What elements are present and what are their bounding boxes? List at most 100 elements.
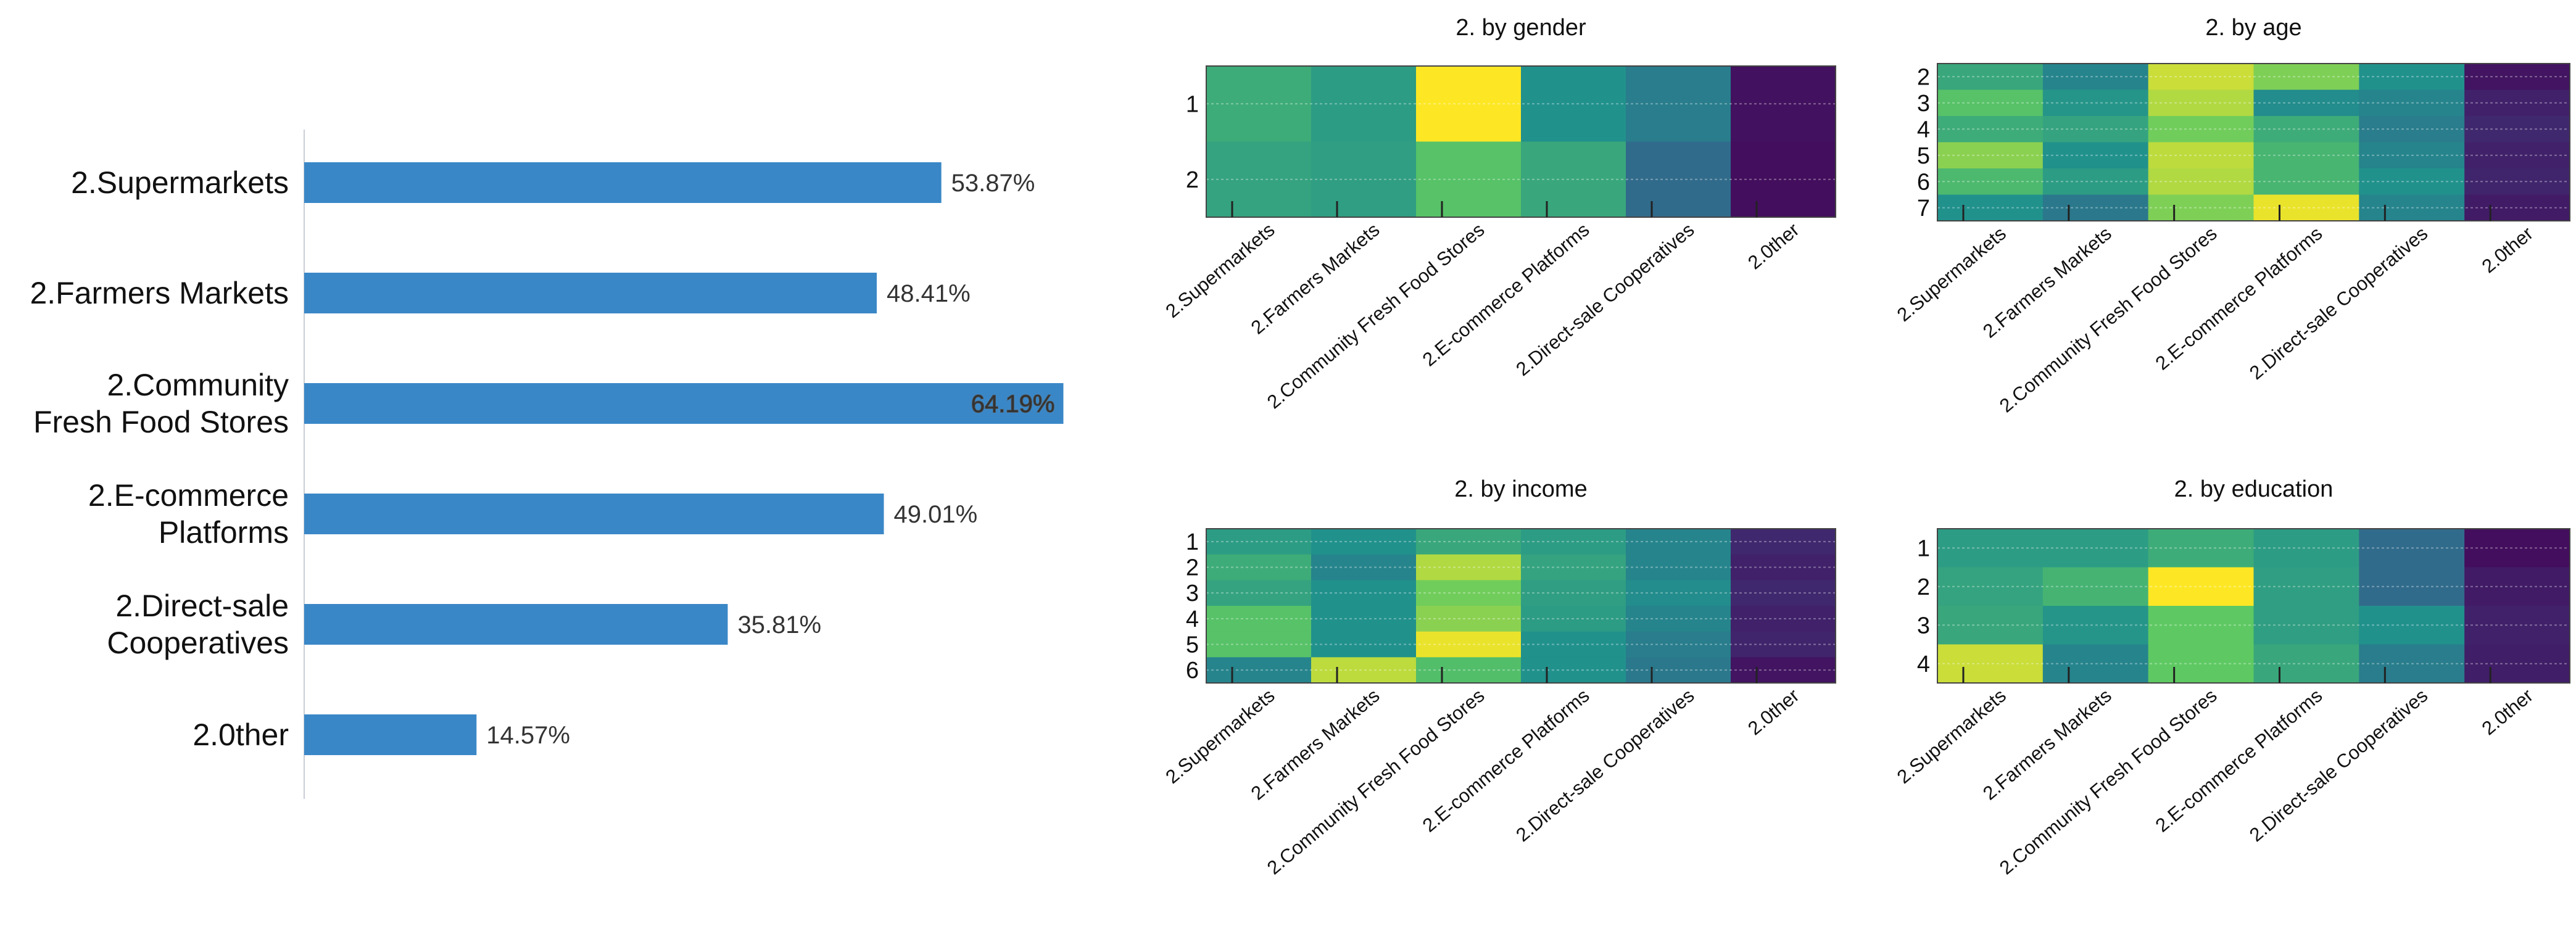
y-tick-label: 2 xyxy=(1917,64,1930,90)
heatmap-title: 2. by gender xyxy=(1456,15,1586,41)
heatmap-cell xyxy=(2042,64,2149,90)
x-tick-label: 2.Community Fresh Food Stores xyxy=(1263,685,1489,879)
heatmap-cell xyxy=(1206,657,1312,684)
heatmap-cell xyxy=(2253,606,2359,645)
heatmap-cell xyxy=(2464,64,2570,90)
x-tick-label: 2.Community Fresh Food Stores xyxy=(1995,685,2221,879)
heatmap-cell xyxy=(1416,631,1522,658)
heatmap-cell xyxy=(2253,567,2359,606)
heatmap-by-income: 2. by income1234562.Supermarkets2.Farmer… xyxy=(1161,476,1836,879)
heatmap-cell xyxy=(1311,141,1417,218)
heatmap-cell xyxy=(2042,529,2149,568)
heatmap-cell xyxy=(2148,64,2254,90)
x-tick-label: 2.0ther xyxy=(2478,685,2537,740)
x-tick-label: 2.Supermarkets xyxy=(1893,223,2010,326)
heatmap-cell xyxy=(1937,194,2044,221)
heatmap-cell xyxy=(1626,66,1731,142)
heatmap-cell xyxy=(2253,529,2359,568)
category-label: 2.Direct-sale Cooperatives xyxy=(107,589,289,660)
heatmap-cell xyxy=(1937,116,2044,143)
heatmap-cell xyxy=(2464,116,2570,143)
heatmap-cell xyxy=(2253,89,2359,117)
value-label: 53.87% xyxy=(951,170,1035,197)
heatmap-cell xyxy=(2042,116,2149,143)
heatmap-cell xyxy=(1937,168,2044,195)
heatmap-cell xyxy=(1206,141,1312,218)
x-tick-label: 2.Supermarkets xyxy=(1161,219,1278,322)
heatmap-cell xyxy=(2148,194,2254,221)
y-tick-label: 2 xyxy=(1917,574,1930,600)
heatmap-cell xyxy=(1731,529,1836,555)
x-tick-label: 2.Direct-sale Cooperatives xyxy=(2245,685,2432,846)
value-label: 14.57% xyxy=(486,722,570,749)
heatmap-cell xyxy=(1626,631,1731,658)
heatmap-cell xyxy=(1416,580,1522,606)
heatmap-frame xyxy=(1206,65,1836,218)
heatmap-cell xyxy=(2359,567,2465,606)
heatmap-cell xyxy=(2464,606,2570,645)
heatmap-cell xyxy=(1311,580,1417,606)
heatmap-cell xyxy=(1206,580,1312,606)
heatmap-cell xyxy=(2359,529,2465,568)
heatmap-cell xyxy=(1311,606,1417,632)
y-tick-label: 3 xyxy=(1186,581,1199,606)
value-label: 35.81% xyxy=(737,611,821,639)
heatmap-cell xyxy=(1626,141,1731,218)
heatmap-cell xyxy=(1311,529,1417,555)
x-tick-label: 2.E-commerce Platforms xyxy=(2151,223,2327,374)
x-tick-label: 2.Supermarkets xyxy=(1893,685,2010,788)
heatmap-cell xyxy=(2148,168,2254,195)
heatmap-cell xyxy=(2359,64,2465,90)
heatmap-by-education: 2. by education12342.Supermarkets2.Farme… xyxy=(1893,476,2570,879)
heatmap-cell xyxy=(1521,141,1626,218)
heatmap-title: 2. by education xyxy=(2174,476,2334,502)
heatmap-cell xyxy=(2464,529,2570,568)
x-tick-label: 2.E-commerce Platforms xyxy=(1418,219,1594,371)
heatmap-cell xyxy=(2148,606,2254,645)
heatmap-cell xyxy=(2253,168,2359,195)
heatmap-cell xyxy=(1416,141,1522,218)
heatmap-cell xyxy=(1206,66,1312,142)
value-label: 49.01% xyxy=(893,501,977,528)
heatmap-cell xyxy=(1626,554,1731,581)
heatmap-cell xyxy=(1731,66,1836,142)
heatmap-frame xyxy=(1937,63,2570,221)
bar xyxy=(304,494,884,534)
heatmap-cell xyxy=(2148,116,2254,143)
heatmap-cell xyxy=(2042,194,2149,221)
heatmap-cell xyxy=(2253,194,2359,221)
heatmap-cell xyxy=(2148,644,2254,684)
heatmap-cell xyxy=(2042,142,2149,169)
heatmap-cell xyxy=(2042,89,2149,117)
heatmap-cell xyxy=(1937,606,2044,645)
heatmap-cell xyxy=(2042,567,2149,606)
heatmap-cell xyxy=(2253,644,2359,684)
heatmap-cell xyxy=(2359,142,2465,169)
heatmap-frame xyxy=(1206,528,1836,684)
heatmap-cell xyxy=(1937,89,2044,117)
heatmap-title: 2. by age xyxy=(2205,15,2301,41)
heatmap-cell xyxy=(1206,554,1312,581)
heatmap-cell xyxy=(1416,657,1522,684)
category-label: 2.Community Fresh Food Stores xyxy=(33,368,289,439)
heatmap-cell xyxy=(1731,554,1836,581)
heatmap-frame xyxy=(1937,528,2570,684)
heatmap-cell xyxy=(1311,554,1417,581)
x-tick-label: 2.0ther xyxy=(1744,219,1803,274)
x-tick-label: 2.Community Fresh Food Stores xyxy=(1995,223,2221,417)
x-tick-label: 2.E-commerce Platforms xyxy=(1418,685,1594,837)
heatmap-cell xyxy=(2464,644,2570,684)
value-label: 48.41% xyxy=(887,280,971,307)
y-tick-label: 6 xyxy=(1917,169,1930,195)
heatmap-cell xyxy=(2359,116,2465,143)
heatmap-cell xyxy=(1521,529,1626,555)
y-tick-label: 7 xyxy=(1917,196,1930,221)
heatmap-cell xyxy=(2042,606,2149,645)
heatmap-cell xyxy=(1937,644,2044,684)
heatmap-title: 2. by income xyxy=(1454,476,1587,502)
bar xyxy=(304,604,728,645)
y-tick-label: 5 xyxy=(1917,143,1930,169)
x-tick-label: 2.Direct-sale Cooperatives xyxy=(1512,685,1698,846)
